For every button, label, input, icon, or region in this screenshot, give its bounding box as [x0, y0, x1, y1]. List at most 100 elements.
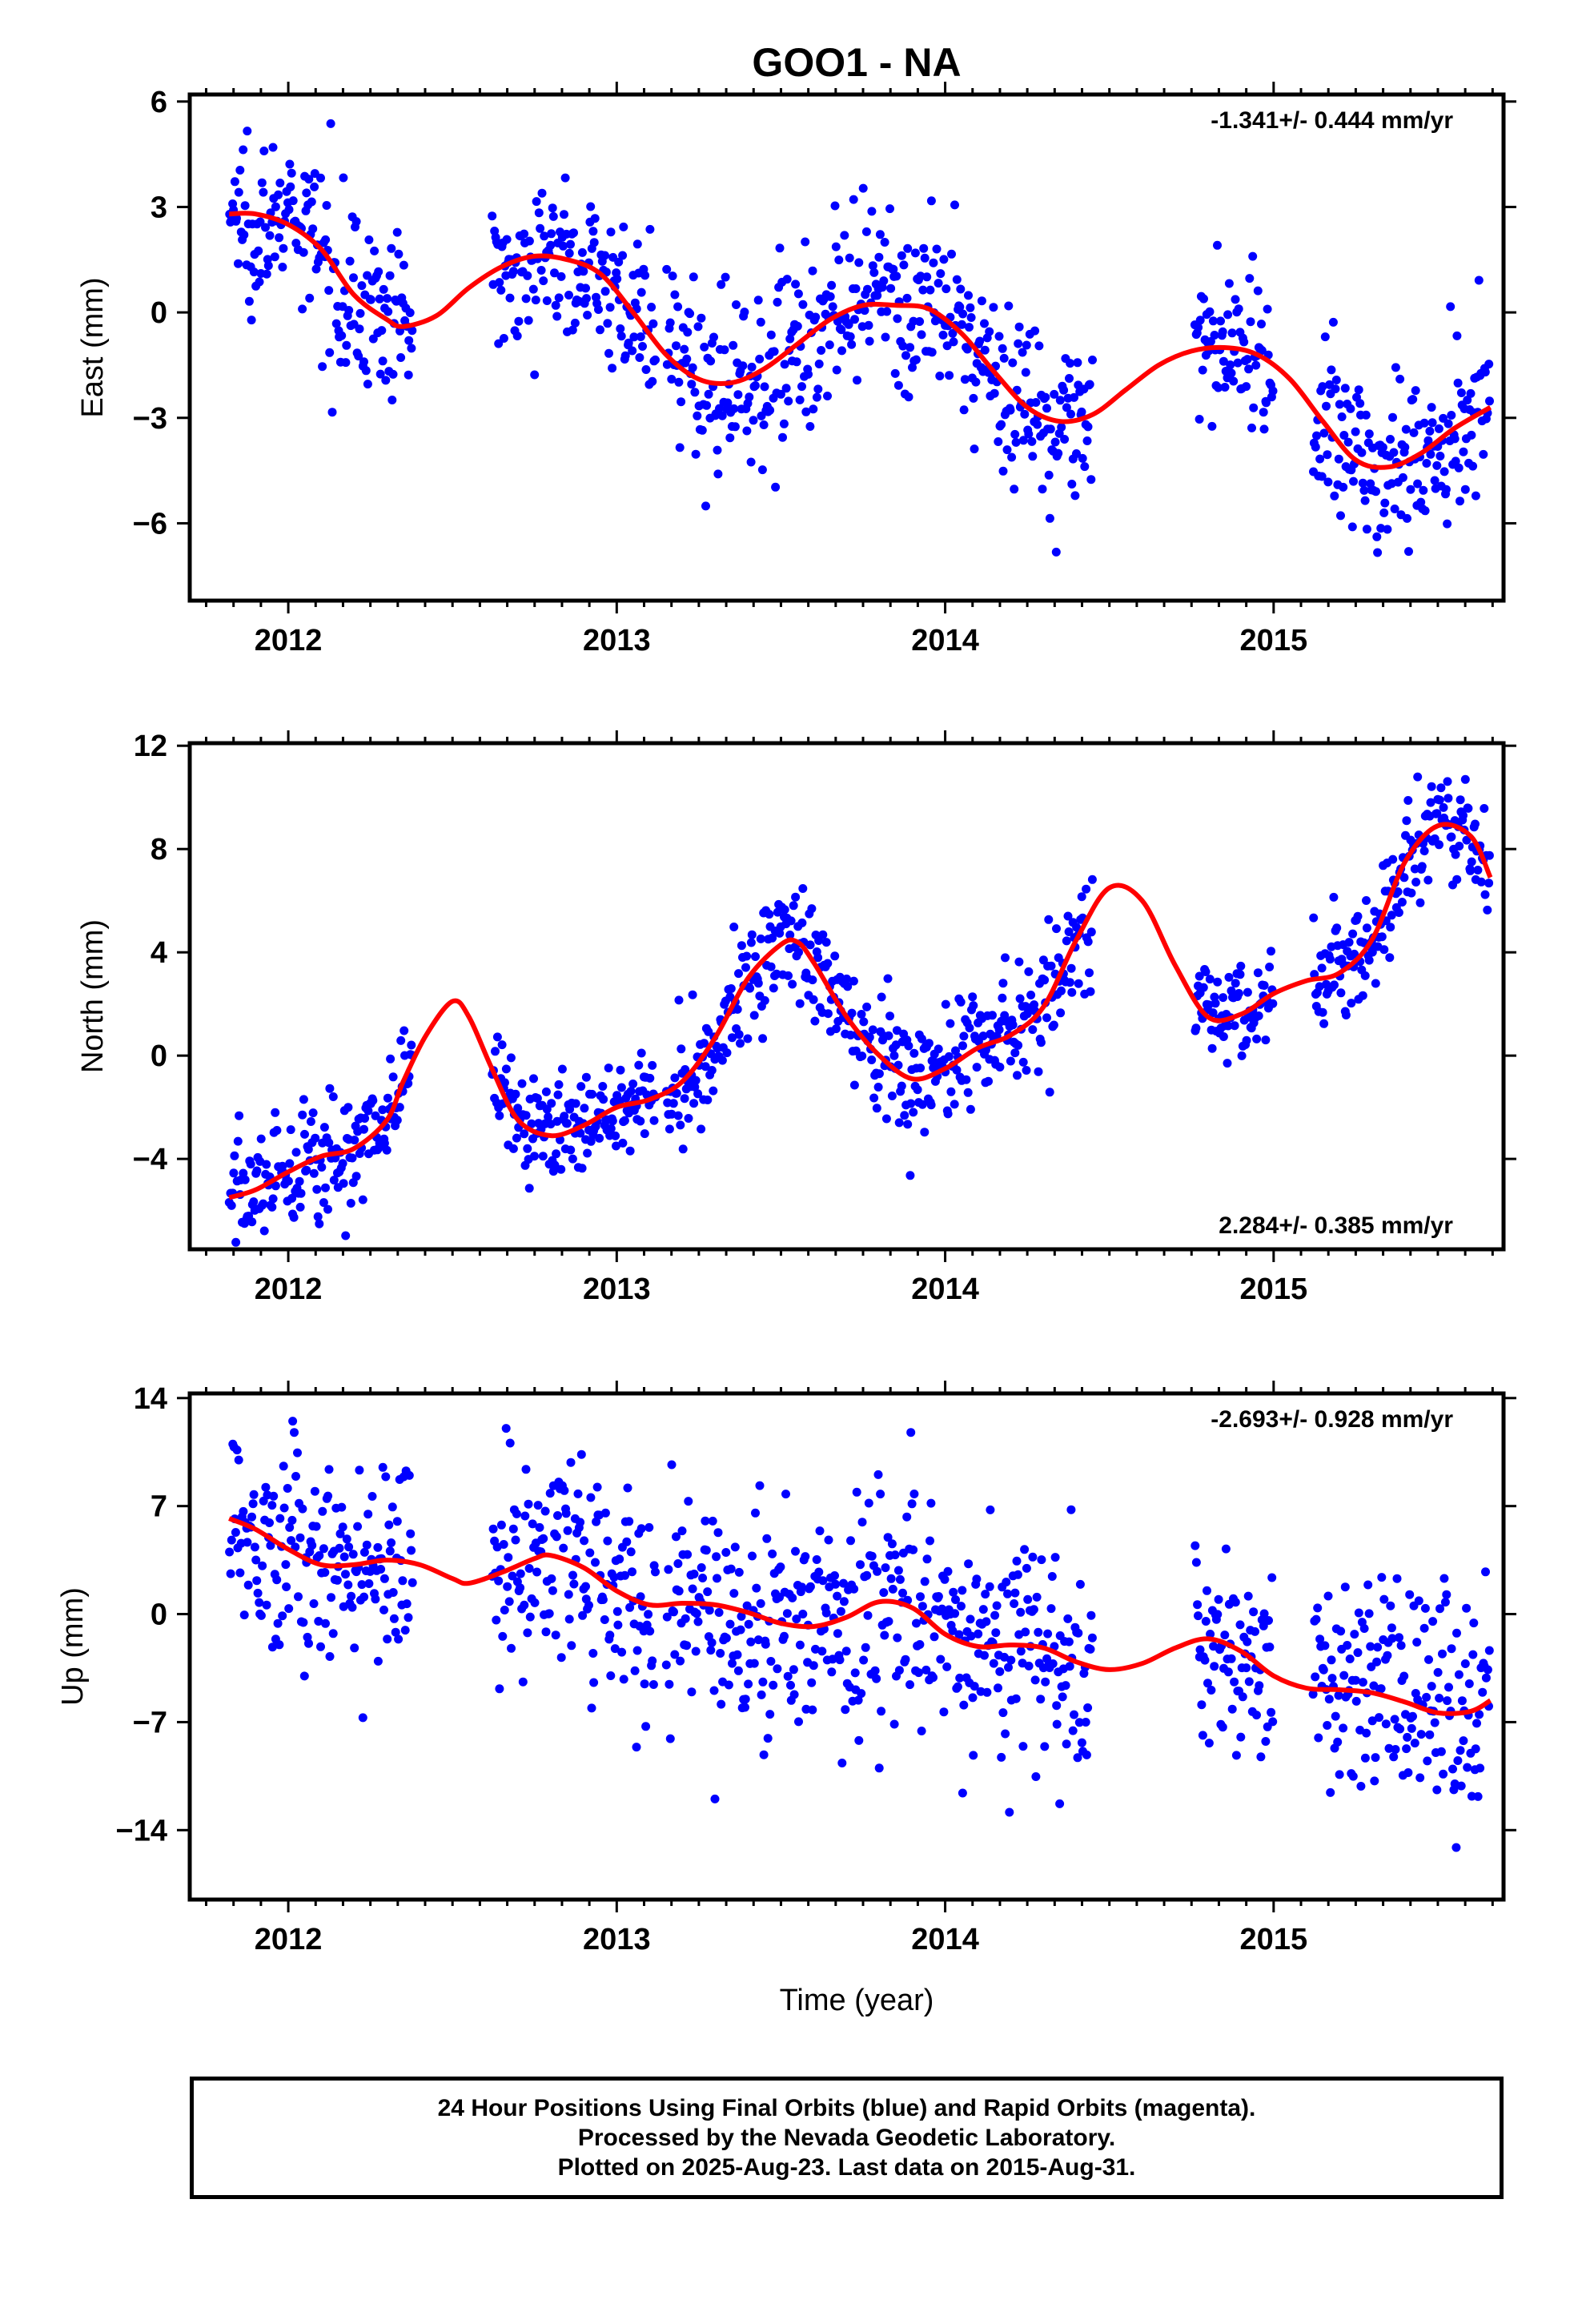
east-data-point [962, 344, 972, 354]
east-data-point [879, 276, 889, 286]
up-data-point [880, 1630, 889, 1640]
north-data-point [604, 1063, 613, 1073]
up-data-point [288, 1417, 298, 1426]
up-data-point [615, 1554, 624, 1564]
east-data-point [268, 143, 278, 152]
east-data-point [780, 360, 789, 369]
up-data-point [488, 1524, 498, 1534]
north-data-point [1231, 979, 1240, 988]
up-data-point [339, 1552, 349, 1562]
east-data-point [286, 182, 295, 191]
up-data-point [886, 1574, 896, 1583]
east-data-point [908, 363, 917, 372]
east-data-point [234, 259, 243, 268]
north-data-point [1207, 1043, 1217, 1053]
up-data-point [905, 1680, 914, 1690]
up-data-point [580, 1536, 589, 1546]
east-data-point [1319, 428, 1329, 438]
east-data-point [1194, 323, 1203, 332]
east-data-point [677, 397, 686, 407]
east-data-point [1082, 436, 1092, 445]
east-data-point [1024, 429, 1034, 439]
up-data-point [269, 1491, 279, 1501]
up-data-point [1428, 1617, 1438, 1626]
up-data-point [243, 1538, 252, 1547]
east-data-point [1073, 358, 1082, 368]
up-data-point [974, 1629, 983, 1638]
up-data-point [683, 1550, 693, 1559]
north-data-point [690, 1082, 700, 1092]
up-data-point [837, 1759, 847, 1767]
north-data-point [807, 904, 817, 914]
east-data-point [589, 238, 599, 247]
east-data-point [339, 173, 348, 183]
east-data-point [936, 269, 946, 279]
north-data-point [229, 1168, 239, 1178]
up-data-point [1074, 1718, 1084, 1727]
up-data-point [231, 1528, 240, 1537]
east-data-point [1066, 359, 1075, 368]
up-data-point [1046, 1604, 1056, 1614]
up-data-point [714, 1608, 724, 1617]
east-data-point [1218, 327, 1227, 336]
north-data-point [1451, 850, 1460, 859]
up-data-point [564, 1614, 574, 1624]
up-data-point [1197, 1700, 1207, 1710]
up-data-point [922, 1554, 932, 1564]
north-data-point [358, 1195, 367, 1204]
up-data-point [512, 1509, 521, 1518]
east-data-point [1454, 463, 1464, 472]
north-data-point [697, 1124, 706, 1134]
north-data-point [400, 1026, 409, 1035]
north-y-tick-label: 12 [134, 730, 167, 763]
up-data-point [835, 1655, 845, 1665]
east-data-point [1419, 485, 1428, 495]
north-data-point [541, 1087, 551, 1096]
east-data-point [755, 354, 765, 364]
east-data-point [867, 207, 877, 216]
north-data-point [709, 1086, 718, 1096]
east-data-point [701, 501, 710, 511]
up-data-point [1011, 1694, 1021, 1703]
east-data-point [1453, 378, 1463, 388]
east-data-point [831, 242, 841, 251]
east-data-point [901, 351, 910, 360]
north-data-point [1410, 864, 1419, 874]
east-data-point [1364, 429, 1374, 439]
north-data-point [1426, 798, 1435, 807]
up-data-point [920, 1577, 930, 1586]
east-data-point [1224, 279, 1234, 288]
up-data-point [563, 1526, 572, 1535]
north-data-point [1254, 1011, 1263, 1020]
east-data-point [648, 319, 658, 328]
east-data-point [606, 227, 616, 237]
east-data-point [327, 408, 337, 417]
east-data-point [255, 217, 265, 227]
up-data-point [662, 1612, 672, 1622]
east-data-point [239, 230, 249, 239]
east-rate-annotation: -1.341+/- 0.444 mm/yr [1211, 107, 1453, 134]
north-data-point [1393, 887, 1403, 896]
up-data-point [916, 1592, 925, 1602]
east-data-point [980, 345, 990, 355]
east-data-point [345, 256, 355, 266]
up-data-point [335, 1543, 344, 1553]
north-data-point [1464, 803, 1473, 813]
east-data-point [1257, 320, 1266, 329]
east-data-point [945, 371, 954, 380]
north-data-point [988, 1011, 997, 1020]
up-data-point [1061, 1681, 1070, 1691]
north-data-point [984, 1076, 993, 1086]
east-data-point [977, 296, 986, 306]
up-data-point [588, 1649, 598, 1658]
north-data-point [1362, 923, 1371, 933]
up-data-point [373, 1656, 383, 1666]
north-data-point [1403, 796, 1413, 805]
up-data-point [1327, 1655, 1336, 1665]
up-data-point [1439, 1574, 1449, 1583]
north-data-point [962, 1075, 971, 1084]
north-data-point [1480, 804, 1489, 813]
up-data-point [275, 1640, 284, 1650]
east-data-point [958, 309, 968, 319]
north-data-point [1213, 977, 1223, 987]
